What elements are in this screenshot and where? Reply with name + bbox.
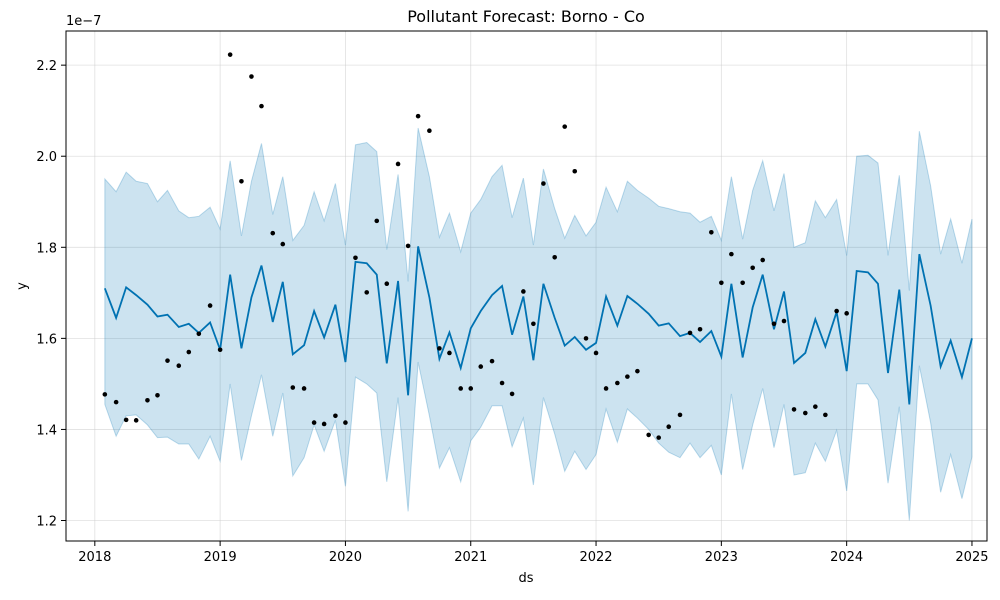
observed-point	[227, 52, 233, 57]
observed-point	[844, 311, 849, 316]
observed-point	[427, 128, 432, 134]
observed-point	[509, 391, 515, 397]
observed-point	[458, 386, 464, 391]
observed-point	[113, 399, 119, 405]
observed-point	[249, 74, 254, 79]
y-tick-label: 1.2	[36, 515, 57, 530]
observed-points-layer	[102, 52, 849, 440]
observed-point	[468, 386, 474, 391]
grid-lines	[66, 31, 987, 541]
observed-point	[760, 257, 765, 263]
observed-point	[697, 326, 703, 332]
observed-point	[646, 432, 651, 438]
observed-point	[813, 404, 818, 409]
x-tick-label: 2021	[454, 550, 487, 565]
observed-point	[364, 290, 370, 295]
observed-point	[803, 410, 808, 416]
x-tick-label: 2023	[705, 550, 738, 565]
observed-point	[311, 420, 317, 425]
observed-point	[499, 380, 505, 386]
observed-point	[280, 241, 286, 247]
x-tick-label: 2020	[329, 550, 362, 565]
observed-point	[583, 336, 589, 341]
observed-point	[531, 321, 536, 327]
observed-point	[625, 374, 630, 379]
observed-point	[405, 243, 411, 249]
observed-point	[552, 255, 557, 260]
observed-point	[333, 413, 338, 419]
observed-point	[270, 230, 276, 236]
observed-point	[165, 358, 170, 363]
observed-point	[593, 350, 599, 356]
observed-point	[615, 380, 620, 386]
observed-point	[239, 178, 244, 184]
observed-point	[562, 124, 568, 129]
observed-point	[374, 218, 380, 224]
observed-point	[719, 280, 724, 286]
observed-point	[677, 412, 683, 418]
observed-point	[771, 321, 777, 327]
observed-point	[102, 392, 108, 397]
observed-point	[729, 251, 734, 257]
observed-point	[290, 385, 296, 390]
chart-title: Pollutant Forecast: Borno - Co	[407, 7, 645, 26]
observed-point	[217, 347, 223, 353]
x-tick-label: 2022	[579, 550, 612, 565]
observed-point	[384, 281, 390, 287]
observed-point	[687, 330, 693, 336]
x-tick-label: 2025	[955, 550, 988, 565]
axes-frame	[65, 30, 988, 542]
observed-point	[321, 421, 327, 427]
observed-point	[666, 424, 672, 430]
observed-point	[447, 350, 452, 356]
observed-point	[415, 113, 421, 119]
observed-point	[572, 168, 578, 174]
y-tick-label: 1.8	[36, 241, 57, 256]
observed-point	[145, 397, 150, 403]
observed-point	[656, 435, 661, 440]
observed-point	[635, 368, 640, 374]
observed-point	[541, 181, 546, 186]
y-tick-label: 2.2	[36, 59, 57, 74]
y-tick-label: 1.4	[36, 423, 57, 438]
forecast-line	[103, 246, 973, 405]
observed-point	[740, 280, 745, 286]
observed-point	[176, 363, 182, 368]
observed-point	[196, 331, 202, 337]
observed-point	[186, 349, 192, 355]
y-offset-text: 1e−7	[66, 14, 101, 29]
observed-point	[301, 386, 307, 391]
y-tick-label: 1.6	[36, 332, 57, 347]
y-axis-ticks: 1.2 1.4 1.6 1.8 2.0 2.2	[36, 59, 66, 530]
x-axis-ticks: 2018 2019 2020 2021 2022 2023 2024 2025	[78, 541, 989, 565]
y-axis-label: y	[15, 282, 30, 290]
observed-point	[155, 392, 160, 398]
observed-point	[709, 229, 714, 235]
observed-point	[750, 265, 755, 271]
observed-point	[603, 386, 609, 391]
forecast-line-layer	[103, 246, 973, 405]
observed-point	[395, 161, 401, 167]
observed-point	[791, 407, 797, 412]
observed-point	[207, 303, 213, 308]
observed-point	[353, 255, 358, 261]
observed-point	[489, 358, 495, 364]
x-tick-label: 2018	[78, 550, 111, 565]
x-axis-label: ds	[518, 571, 533, 586]
observed-point	[781, 318, 787, 324]
x-tick-label: 2019	[204, 550, 237, 565]
observed-point	[823, 412, 828, 418]
observed-point	[521, 289, 526, 294]
observed-point	[123, 417, 129, 423]
y-tick-label: 2.0	[36, 150, 57, 165]
observed-point	[834, 308, 839, 314]
x-tick-label: 2024	[830, 550, 863, 565]
observed-point	[478, 364, 484, 369]
observed-point	[133, 418, 139, 423]
observed-point	[343, 420, 348, 425]
observed-point	[437, 346, 442, 351]
observed-point	[259, 103, 264, 109]
